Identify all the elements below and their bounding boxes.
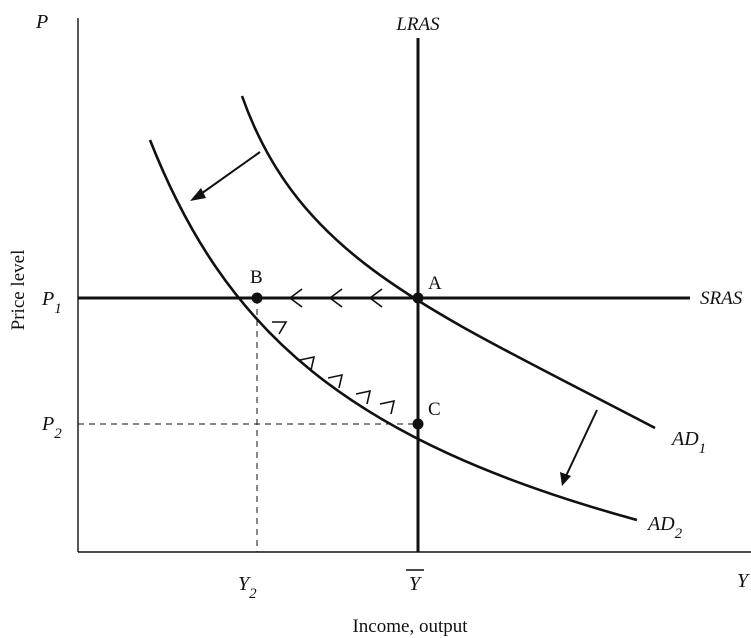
y-axis-label: Y bbox=[737, 570, 750, 592]
ad1-label: AD1 bbox=[670, 428, 706, 457]
sras-label: SRAS bbox=[700, 288, 743, 309]
ad1-curve bbox=[240, 95, 656, 430]
point-c-dot bbox=[412, 418, 424, 430]
upper-shift-arrow bbox=[190, 151, 261, 201]
point-a-label: A bbox=[428, 273, 442, 294]
point-a-dot bbox=[412, 292, 424, 304]
p1-label: P1 bbox=[41, 288, 62, 317]
ad2-label: AD2 bbox=[646, 513, 683, 542]
p-axis-label: P bbox=[35, 11, 48, 33]
sras-left-chevrons bbox=[288, 288, 383, 308]
x-axis-title: Income, output bbox=[352, 616, 468, 637]
lower-shift-arrow bbox=[560, 409, 598, 486]
point-c-label: C bbox=[428, 399, 441, 420]
ad2-down-chevrons bbox=[272, 321, 396, 415]
point-b-dot bbox=[251, 292, 263, 304]
ad2-curve bbox=[148, 139, 638, 522]
y-axis-title: Price level bbox=[8, 250, 29, 331]
ybar-label: Y bbox=[409, 573, 422, 595]
lras-label: LRAS bbox=[395, 14, 440, 35]
p2-label: P2 bbox=[41, 413, 62, 442]
y2-label: Y2 bbox=[238, 573, 257, 602]
point-b-label: B bbox=[250, 267, 263, 288]
